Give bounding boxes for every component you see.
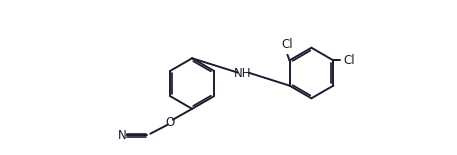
Text: Cl: Cl [281, 38, 292, 51]
Text: Cl: Cl [344, 54, 356, 67]
Text: NH: NH [234, 67, 251, 80]
Text: N: N [117, 129, 126, 142]
Text: O: O [166, 116, 175, 129]
